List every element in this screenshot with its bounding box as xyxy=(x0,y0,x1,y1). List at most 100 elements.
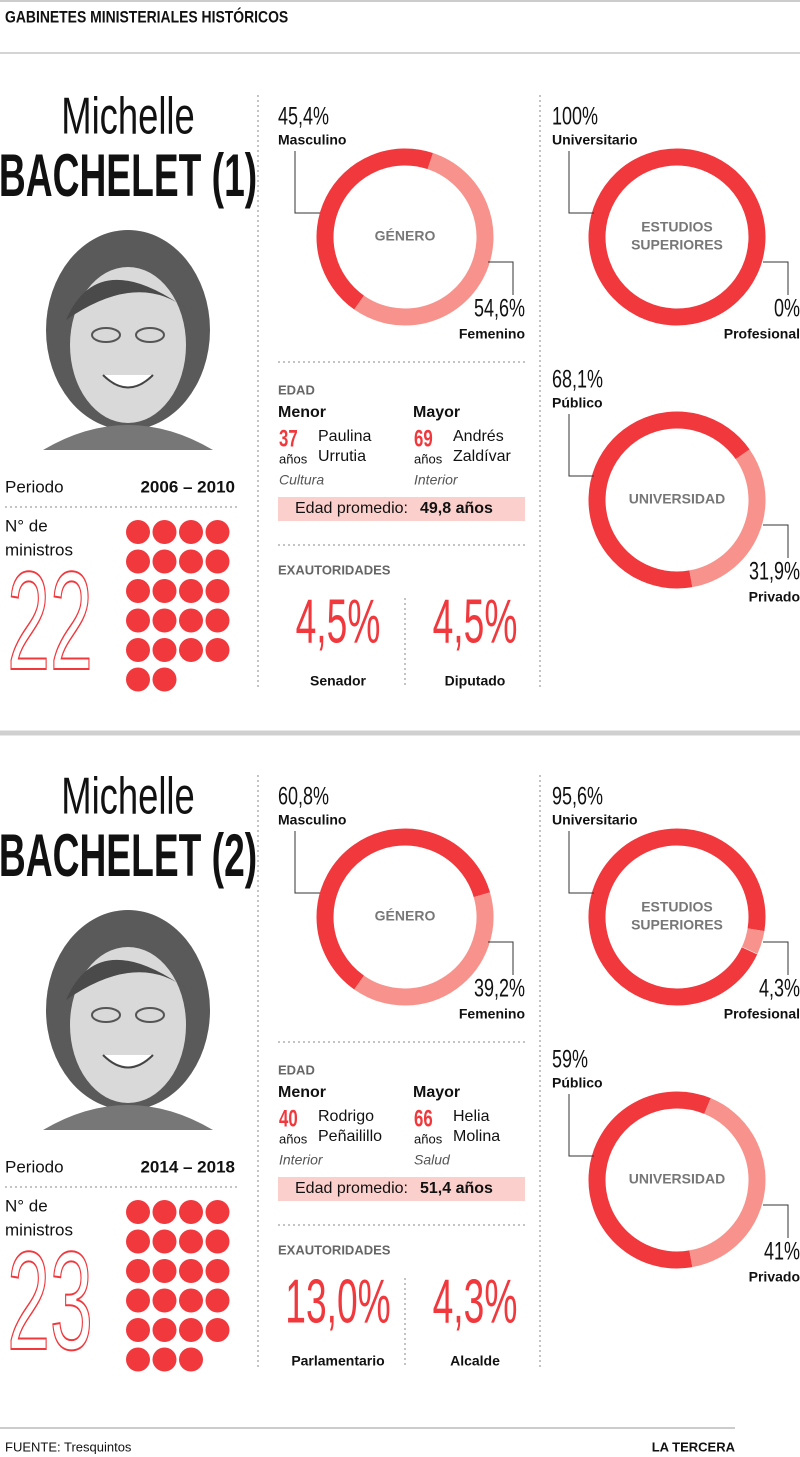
ministers-label: N° de xyxy=(5,1196,48,1215)
section-title: EXAUTORIDADES xyxy=(278,1242,391,1257)
callout-line xyxy=(568,414,594,477)
slice-name: Profesional xyxy=(724,1006,800,1022)
donut-slice xyxy=(316,828,491,990)
donut-slice xyxy=(689,449,766,588)
age-unit: años xyxy=(279,451,308,466)
brand: LA TERCERA xyxy=(652,1439,736,1454)
portrait xyxy=(43,910,213,1130)
minister-dot xyxy=(126,667,150,692)
minister-dot xyxy=(205,579,230,603)
source: FUENTE: Tresquintos xyxy=(5,1439,132,1454)
minister-dot xyxy=(152,579,177,603)
age-unit: años xyxy=(414,1131,443,1146)
minister-dot xyxy=(179,608,203,633)
slice-name: Femenino xyxy=(459,1006,525,1022)
age-label: Mayor xyxy=(413,404,460,421)
donut-title: SUPERIORES xyxy=(631,917,723,933)
slice-name: Público xyxy=(552,395,603,411)
minister-dot xyxy=(152,1288,177,1313)
portrait-eye xyxy=(135,327,165,343)
minister-dot xyxy=(205,1288,230,1313)
minister-dot xyxy=(152,1318,177,1342)
age: 69 xyxy=(414,425,433,452)
ministers-count: 22 xyxy=(7,543,93,699)
callout-line xyxy=(294,831,320,894)
callout-line xyxy=(763,524,789,558)
former-authority-type: Alcalde xyxy=(450,1353,500,1369)
minister-dot xyxy=(179,1288,203,1313)
ministers-label: ministros xyxy=(5,1220,73,1239)
period: 2006 – 2010 xyxy=(140,477,235,496)
donut-slice xyxy=(588,148,766,326)
minister-dot xyxy=(152,1229,177,1254)
slice-value: 39,2% xyxy=(474,974,525,1003)
name-first: Michelle xyxy=(61,86,194,145)
portfolio: Interior xyxy=(279,1152,324,1168)
minister-dot xyxy=(152,520,177,544)
period-label: Periodo xyxy=(5,1157,64,1176)
average-age: 51,4 años xyxy=(420,1180,493,1197)
callout-line xyxy=(568,831,594,894)
section-title: EDAD xyxy=(278,1062,315,1077)
person-name: Urrutia xyxy=(318,448,366,465)
former-authority-share: 4,5% xyxy=(433,587,518,656)
slice-value: 68,1% xyxy=(552,365,603,394)
minister-dot xyxy=(179,1229,203,1254)
minister-dot xyxy=(152,638,177,662)
donut-title: SUPERIORES xyxy=(631,237,723,253)
donut-slice xyxy=(354,153,494,326)
person-name: Molina xyxy=(453,1128,500,1145)
donut-title: UNIVERSIDAD xyxy=(629,1171,725,1187)
minister-dot xyxy=(179,549,203,574)
former-authority-type: Parlamentario xyxy=(291,1353,384,1369)
minister-dot xyxy=(152,667,177,692)
section-title: EDAD xyxy=(278,382,315,397)
minister-dot xyxy=(205,638,230,662)
slice-value: 59% xyxy=(552,1045,588,1074)
person-name: Paulina xyxy=(318,428,371,445)
minister-dot xyxy=(126,1229,150,1254)
person-name: Zaldívar xyxy=(453,448,511,465)
slice-value: 95,6% xyxy=(552,782,603,811)
former-authority-share: 4,3% xyxy=(433,1267,518,1336)
callout-line xyxy=(294,151,320,214)
donut-title: GÉNERO xyxy=(375,908,436,924)
portfolio: Salud xyxy=(414,1152,451,1168)
slice-name: Profesional xyxy=(724,326,800,342)
section-title: EXAUTORIDADES xyxy=(278,562,391,577)
donut-slice xyxy=(588,828,766,1006)
minister-dot xyxy=(126,1347,150,1372)
donut-slice xyxy=(588,411,750,589)
slice-value: 54,6% xyxy=(474,294,525,323)
portrait xyxy=(43,230,213,450)
donut-slice xyxy=(354,892,494,1006)
callout-line xyxy=(763,261,789,295)
period: 2014 – 2018 xyxy=(140,1157,235,1176)
slice-value: 41% xyxy=(764,1237,800,1266)
minister-dot xyxy=(179,520,203,544)
minister-dot xyxy=(126,1288,150,1313)
minister-dot xyxy=(152,549,177,574)
minister-dot xyxy=(179,638,203,662)
name-first: Michelle xyxy=(61,766,194,825)
age-unit: años xyxy=(279,1131,308,1146)
slice-value: 45,4% xyxy=(278,102,329,131)
age: 66 xyxy=(414,1105,433,1132)
age-label: Menor xyxy=(278,1084,326,1101)
minister-dot xyxy=(152,1347,177,1372)
slice-name: Privado xyxy=(749,1269,800,1285)
name-last: BACHELET (2) xyxy=(0,822,257,889)
portrait-eye xyxy=(135,1007,165,1023)
name-last: BACHELET (1) xyxy=(0,142,257,209)
portrait-fringe xyxy=(66,959,188,1000)
slice-name: Masculino xyxy=(278,132,346,148)
age: 40 xyxy=(279,1105,298,1132)
callout-line xyxy=(568,1094,594,1157)
person-name: Peñailillo xyxy=(318,1128,382,1145)
minister-dot xyxy=(205,608,230,633)
minister-dot xyxy=(126,579,150,603)
age-label: Mayor xyxy=(413,1084,460,1101)
page-title: GABINETES MINISTERIALES HISTÓRICOS xyxy=(5,7,288,27)
